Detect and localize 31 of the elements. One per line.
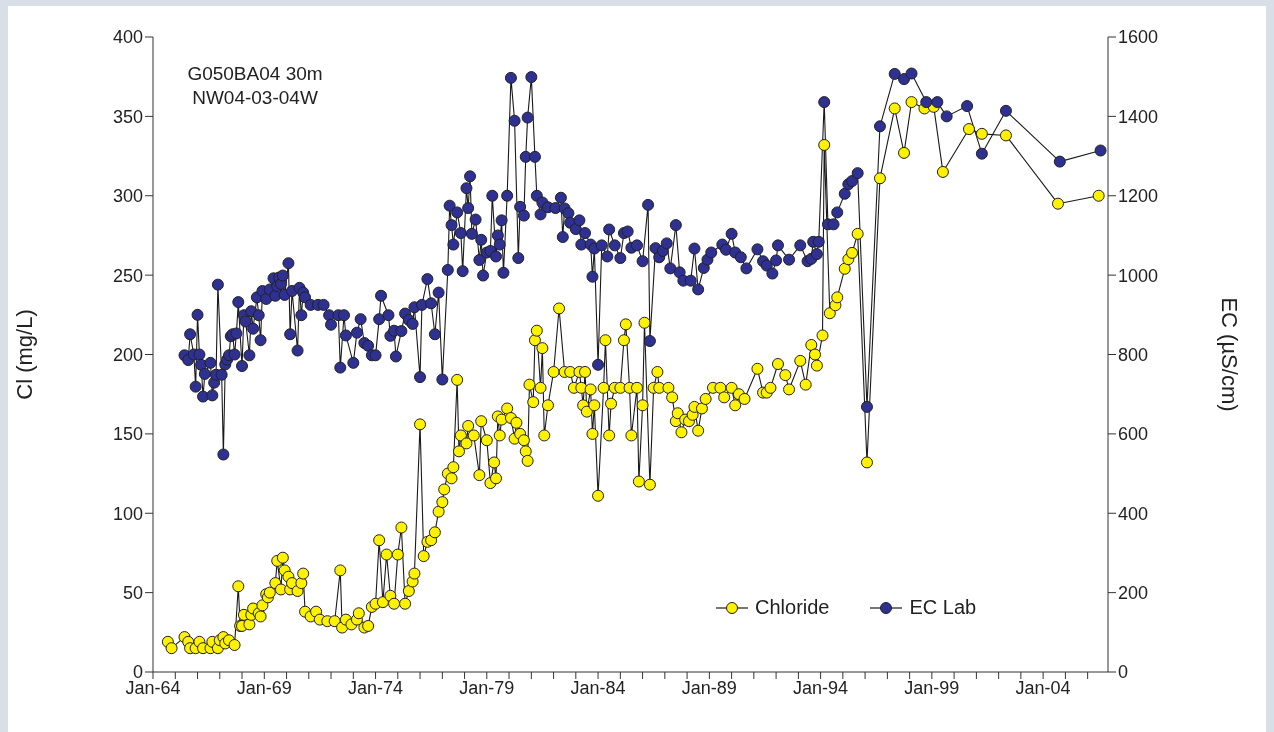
legend-label: EC Lab — [909, 596, 977, 619]
x-tick-label: Jan-84 — [570, 677, 626, 698]
y-tick-label: 150 — [112, 424, 143, 445]
y2-tick-label: 600 — [1118, 424, 1149, 445]
x-tick-label: Jan-89 — [681, 677, 737, 698]
y-tick-label: 300 — [112, 186, 143, 207]
y-axis-title: Cl (mg/L) — [11, 309, 37, 400]
x-tick-label: Jan-94 — [793, 677, 849, 698]
legend-label: Chloride — [755, 596, 830, 619]
x-tick-label: Jan-04 — [1015, 677, 1071, 698]
y-tick-label: 400 — [112, 27, 143, 48]
x-tick-label: Jan-69 — [236, 677, 292, 698]
y2-tick-label: 1400 — [1118, 106, 1159, 127]
y2-axis-title: EC (µS/cm) — [1217, 297, 1243, 412]
y2-tick-label: 800 — [1118, 344, 1149, 365]
y-tick-label: 50 — [122, 583, 143, 604]
x-tick-label: Jan-79 — [459, 677, 515, 698]
y2-tick-label: 200 — [1118, 583, 1149, 604]
y2-tick-label: 400 — [1118, 503, 1149, 524]
y2-tick-label: 0 — [1118, 662, 1129, 683]
y2-tick-label: 1200 — [1118, 186, 1159, 207]
annotation: G050BA04 30m — [186, 62, 324, 86]
y-tick-label: 200 — [112, 344, 143, 365]
y-tick-label: 100 — [112, 503, 143, 524]
y2-tick-label: 1600 — [1118, 27, 1159, 48]
y2-tick-label: 1000 — [1118, 265, 1159, 286]
annotation: NW04-03-04W — [191, 86, 319, 110]
x-tick-label: Jan-99 — [904, 677, 960, 698]
y-tick-label: 250 — [112, 265, 143, 286]
x-tick-label: Jan-74 — [348, 677, 404, 698]
y-tick-label: 350 — [112, 106, 143, 127]
